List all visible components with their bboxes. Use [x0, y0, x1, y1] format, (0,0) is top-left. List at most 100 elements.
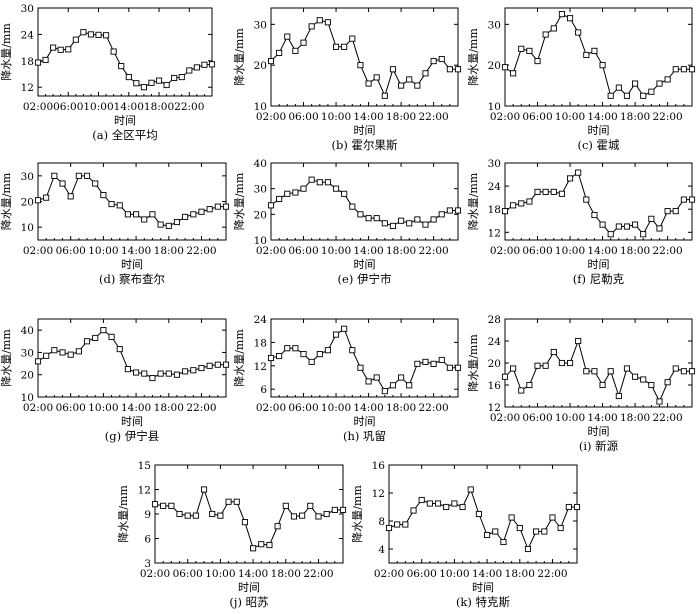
x-tick-label: 10:00 — [88, 245, 118, 257]
y-tick-label: 30 — [21, 347, 34, 359]
data-point — [200, 486, 208, 493]
data-point — [510, 70, 517, 77]
data-point — [124, 211, 131, 218]
x-tick-label: 02:00 — [23, 101, 53, 113]
data-point — [550, 188, 557, 195]
data-point — [591, 211, 598, 219]
y-tick-label: 24 — [488, 181, 502, 193]
data-point — [323, 510, 330, 518]
y-axis-title: 降水量/mm — [350, 485, 364, 543]
series-line — [505, 171, 692, 236]
x-tick-label: 14:00 — [353, 402, 383, 414]
data-point — [331, 506, 338, 513]
data-point — [607, 231, 614, 238]
y-tick-label: 18 — [488, 204, 501, 216]
x-tick-label: 02:00 — [490, 111, 520, 123]
series-line — [38, 174, 226, 227]
y-tick-label: 3 — [144, 558, 151, 570]
y-axis-title: 降水量/mm — [116, 485, 130, 543]
x-tick-label: 06:00 — [288, 402, 318, 414]
data-point — [558, 190, 565, 197]
y-tick-label: 30 — [21, 171, 34, 183]
x-tick-label: 18:00 — [386, 245, 416, 257]
data-point — [133, 369, 140, 376]
x-tick-label: 06:00 — [288, 111, 318, 123]
data-point — [510, 202, 517, 209]
data-point — [446, 207, 453, 214]
data-point — [566, 15, 574, 22]
data-point — [501, 64, 509, 71]
x-tick-label: 14:00 — [114, 101, 144, 113]
data-point — [640, 92, 647, 99]
data-point — [438, 211, 445, 218]
x-tick-label: 10:00 — [83, 101, 113, 113]
data-point — [438, 55, 445, 63]
y-tick-label: 6 — [260, 384, 267, 396]
data-point — [116, 346, 123, 353]
y-tick-label: 30 — [21, 3, 34, 15]
data-point — [50, 44, 57, 51]
data-point — [186, 67, 193, 74]
y-axis-title: 降水量/mm — [466, 334, 480, 392]
data-point — [648, 381, 655, 389]
x-tick-label: 18:00 — [620, 111, 650, 123]
data-point — [389, 222, 397, 229]
data-point — [443, 503, 450, 511]
data-point — [414, 82, 421, 89]
data-point — [308, 23, 315, 30]
y-tick-label: 20 — [254, 60, 267, 72]
data-point — [398, 217, 405, 224]
data-point — [459, 503, 466, 511]
data-point — [100, 327, 107, 334]
data-point — [680, 368, 687, 375]
data-point — [171, 74, 178, 82]
data-point — [222, 361, 230, 368]
data-point — [274, 523, 281, 530]
data-point — [241, 519, 248, 526]
data-point — [59, 180, 66, 187]
data-point — [332, 43, 340, 50]
data-point — [201, 61, 208, 68]
data-point — [381, 220, 388, 227]
data-point — [222, 203, 230, 210]
y-tick-label: 12 — [372, 488, 385, 500]
x-axis-title: 时间 — [114, 114, 136, 127]
y-tick-label: 20 — [488, 60, 501, 72]
data-point — [34, 358, 42, 365]
data-point — [95, 31, 102, 38]
data-point — [57, 46, 64, 53]
y-tick-label: 10 — [488, 101, 501, 113]
data-point — [341, 325, 348, 332]
data-point — [640, 231, 647, 238]
data-point — [454, 207, 462, 214]
x-axis-title: 时间 — [354, 415, 376, 428]
data-point — [534, 188, 541, 195]
data-point — [623, 223, 631, 230]
y-axis-title: 降水量/mm — [0, 23, 13, 81]
data-point — [276, 353, 283, 360]
x-tick-label: 02:00 — [256, 402, 286, 414]
x-tick-label: 18:00 — [386, 111, 416, 123]
x-axis-title: 时间 — [588, 258, 610, 271]
y-tick-label: 4 — [378, 544, 385, 556]
x-tick-label: 18:00 — [620, 412, 650, 424]
y-tick-label: 12 — [488, 227, 501, 239]
data-point — [42, 56, 49, 63]
chart-panel: 02:00 06:00 10:00 14:00 18:00 22:00 10 20 30 40 时间… — [232, 158, 462, 286]
data-point — [133, 80, 140, 87]
data-point — [664, 76, 671, 83]
data-point — [151, 501, 159, 508]
x-tick-label: 06:00 — [56, 402, 86, 414]
data-point — [558, 11, 565, 18]
data-point — [163, 81, 170, 89]
data-point — [178, 74, 185, 81]
data-point — [599, 381, 606, 389]
data-point — [148, 79, 155, 86]
data-point — [176, 510, 183, 518]
x-tick-label: 02:00 — [23, 402, 53, 414]
panel-caption: (b) 霍尔果斯 — [332, 138, 398, 152]
x-tick-label: 02:00 — [490, 245, 520, 257]
data-point — [526, 47, 533, 54]
plot-frame — [154, 464, 344, 564]
x-tick-label: 14:00 — [472, 568, 502, 580]
